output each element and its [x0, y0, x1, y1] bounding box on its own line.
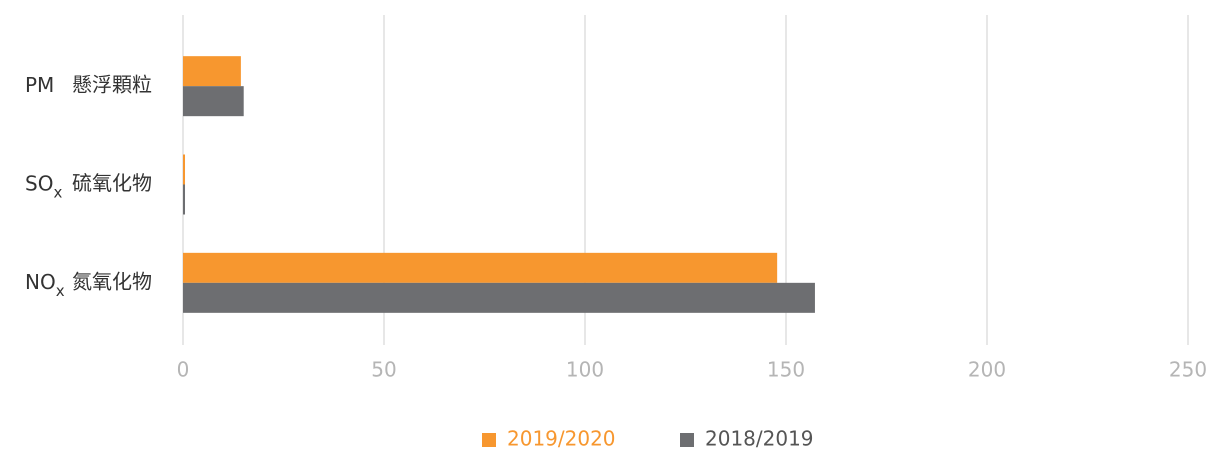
legend-swatch	[680, 433, 694, 447]
code: NO	[25, 269, 56, 293]
category-name: 懸浮顆粒	[72, 73, 152, 97]
code: PM	[25, 73, 54, 97]
category-code: SOx	[25, 171, 62, 201]
x-tick-label: 100	[566, 358, 604, 382]
bar	[183, 184, 186, 215]
subscript: x	[53, 183, 62, 201]
bar	[183, 56, 241, 87]
category-name: 氮氧化物	[72, 269, 152, 293]
category-name: 硫氧化物	[72, 171, 152, 195]
category-code: PM	[25, 73, 54, 97]
x-tick-label: 250	[1169, 358, 1207, 382]
x-tick-label: 200	[968, 358, 1006, 382]
legend-label: 2019/2020	[507, 427, 616, 450]
bar	[183, 86, 244, 117]
legend-label: 2018/2019	[705, 427, 814, 450]
legend-swatch	[482, 433, 496, 447]
bar	[183, 282, 815, 313]
x-tick-label: 150	[767, 358, 805, 382]
bar	[183, 154, 186, 185]
x-tick-label: 0	[177, 358, 190, 382]
category-code: NOx	[25, 269, 65, 299]
subscript: x	[56, 281, 65, 299]
bar	[183, 252, 778, 283]
x-tick-label: 50	[371, 358, 396, 382]
code: SO	[25, 171, 53, 195]
